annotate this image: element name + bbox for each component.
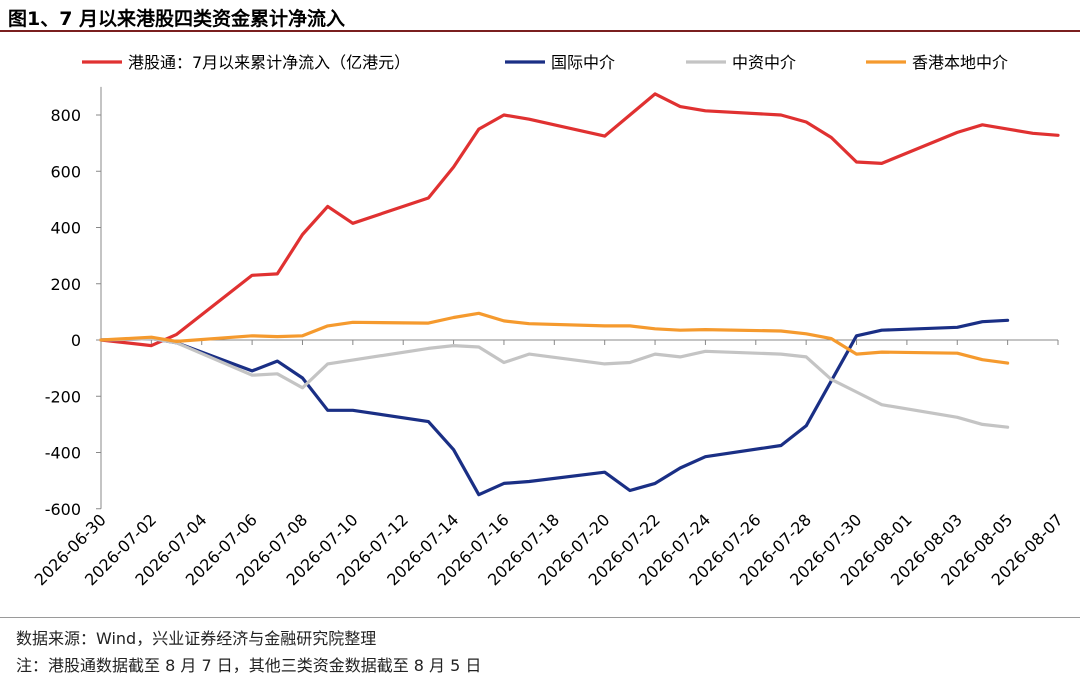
y-tick-label: 800 (50, 106, 81, 125)
legend-label-0: 港股通：7月以来累计净流入（亿港元） (128, 53, 410, 72)
y-tick-label: 0 (71, 331, 81, 350)
legend-label-2: 中资中介 (732, 53, 796, 72)
series-line-1 (99, 318, 1010, 497)
line-chart: -600-400-20002004006008002026-06-302026-… (31, 53, 1067, 589)
source-note: 数据来源：Wind，兴业证券经济与金融研究院整理 (16, 629, 377, 648)
series-line-0 (99, 92, 1060, 348)
legend-label-3: 香港本地中介 (912, 53, 1008, 72)
series-line-3 (99, 311, 1010, 365)
title-rule (0, 30, 1080, 32)
y-tick-label: 400 (50, 219, 81, 238)
figure-title: 图1、7 月以来港股四类资金累计净流入 (8, 8, 346, 30)
y-tick-label: -600 (45, 500, 81, 519)
footnote: 注：港股通数据截至 8 月 7 日，其他三类资金数据截至 8 月 5 日 (16, 656, 482, 675)
footer-rule (0, 617, 1080, 618)
series-line-2 (99, 337, 1010, 429)
legend-label-1: 国际中介 (551, 53, 615, 72)
y-tick-label: -200 (45, 387, 81, 406)
y-tick-label: 600 (50, 162, 81, 181)
y-tick-label: -400 (45, 444, 81, 463)
y-tick-label: 200 (50, 275, 81, 294)
